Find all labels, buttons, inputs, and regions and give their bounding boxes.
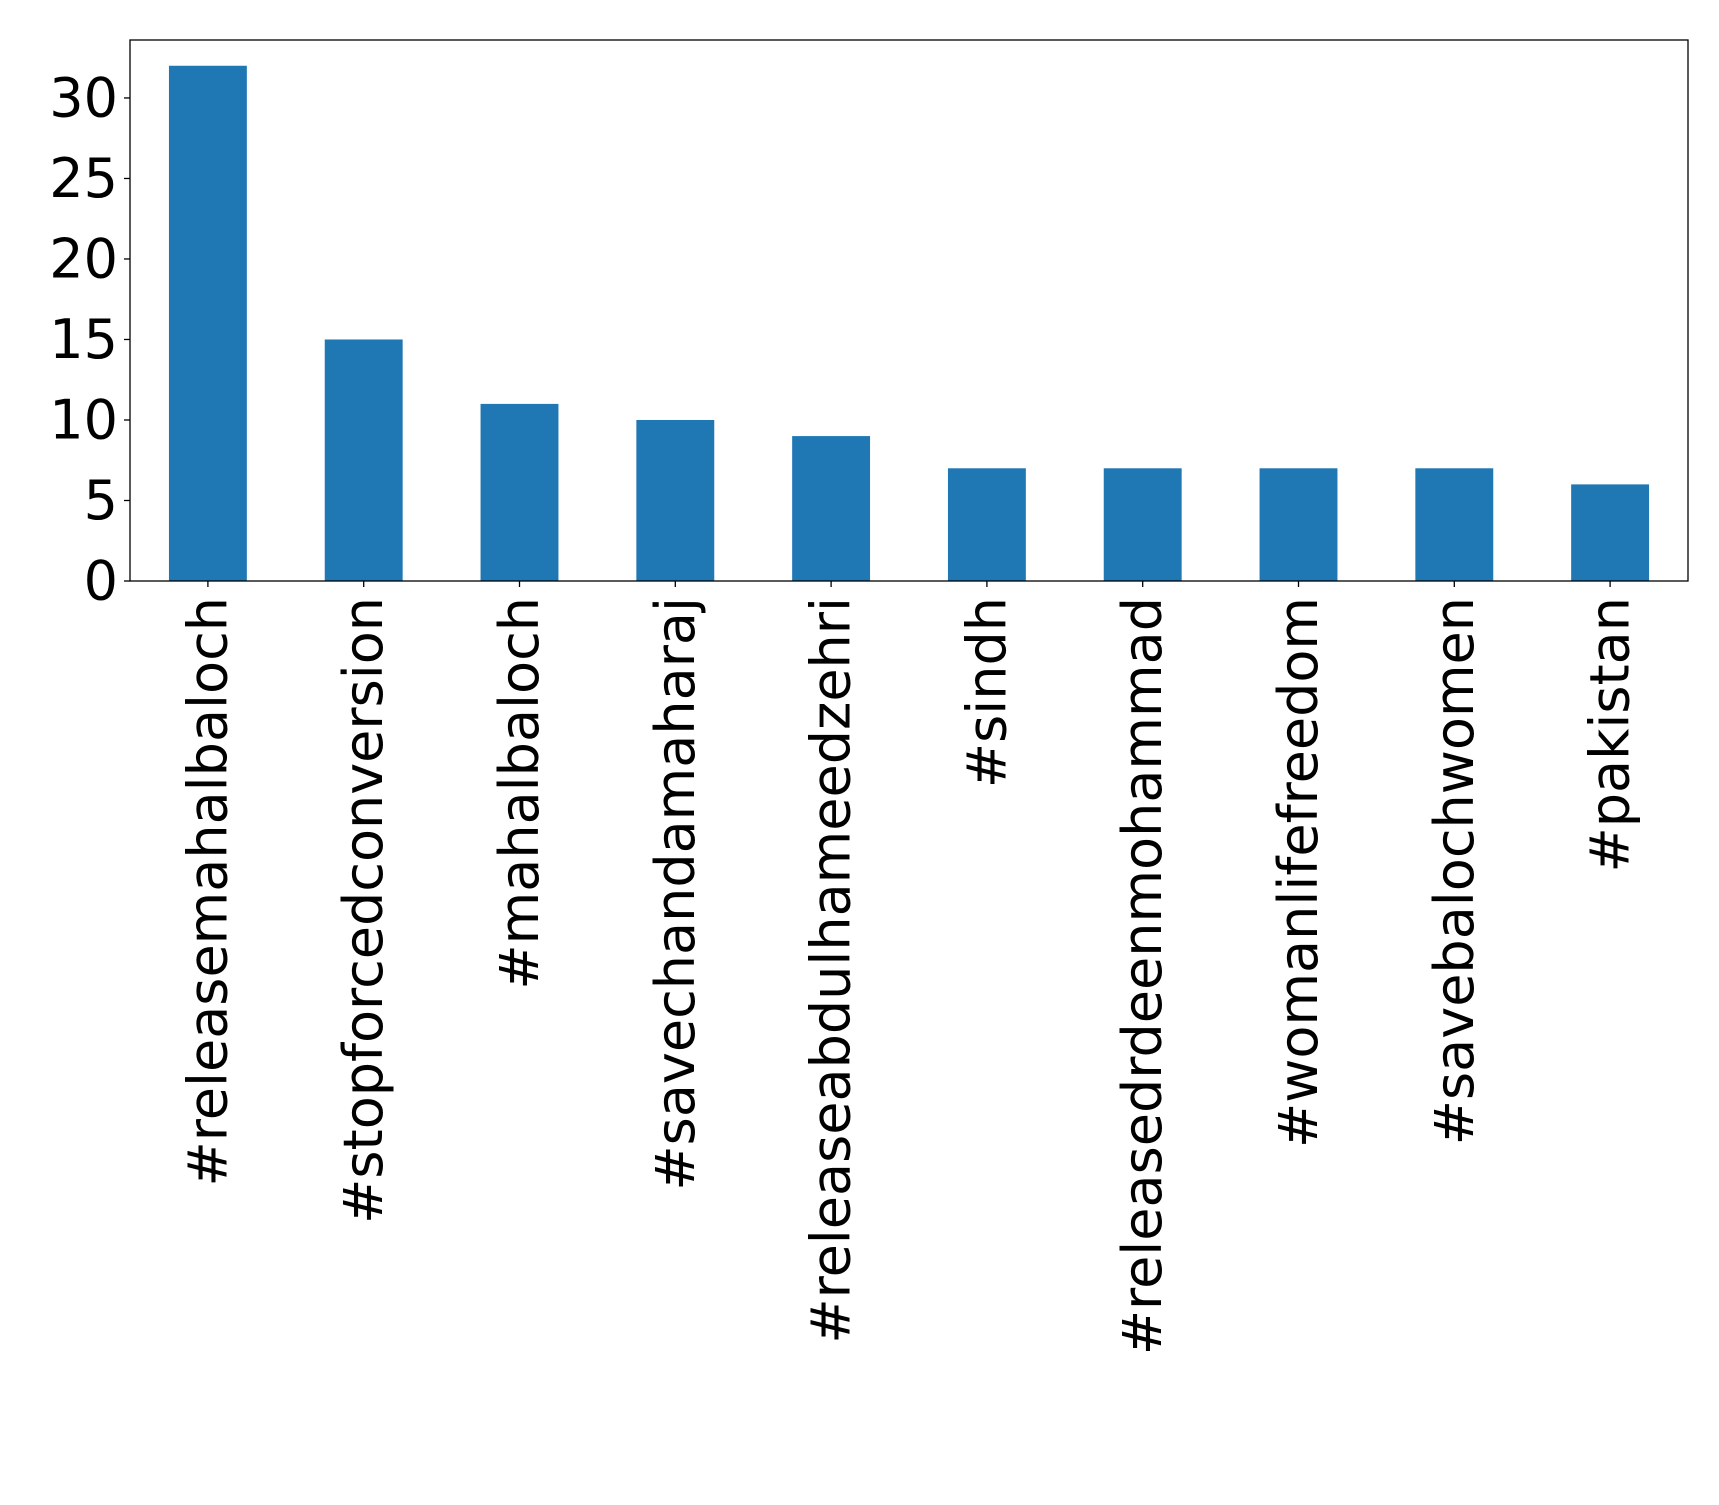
x-tick-label: #stopforcedconversion xyxy=(332,597,395,1224)
x-axis: #releasemahalbaloch #stopforcedconversion… xyxy=(176,581,1642,1355)
y-tick-label: 0 xyxy=(84,550,118,613)
y-tick-label: 30 xyxy=(49,66,118,129)
y-tick-label: 20 xyxy=(49,227,118,290)
x-tick-label: #releasemahalbaloch xyxy=(176,597,239,1187)
x-tick-label: #sindh xyxy=(955,597,1018,788)
bar xyxy=(480,403,559,581)
x-tick-label: #releaseabdulhameedzehri xyxy=(800,597,863,1344)
y-tick-label: 5 xyxy=(84,469,118,532)
y-axis: 0 5 10 15 20 25 30 xyxy=(49,66,130,613)
x-tick-label: #releasedrdeenmohammad xyxy=(1111,597,1174,1355)
bar xyxy=(792,436,871,581)
y-tick-label: 15 xyxy=(49,308,118,371)
y-tick-label: 10 xyxy=(49,388,118,451)
bar xyxy=(1571,484,1650,581)
x-tick-label: #mahalbaloch xyxy=(488,597,551,990)
x-tick-label: #savechandamaharaj xyxy=(644,597,707,1191)
x-tick-label: #savebalochwomen xyxy=(1423,597,1486,1145)
bar xyxy=(947,468,1026,581)
plot-frame xyxy=(129,39,1689,582)
x-tick-label: #pakistan xyxy=(1579,597,1642,873)
bar xyxy=(168,65,247,581)
bars-group xyxy=(168,65,1650,581)
bar xyxy=(1415,468,1494,581)
bar xyxy=(1259,468,1338,581)
y-tick-label: 25 xyxy=(49,147,118,210)
bar xyxy=(1103,468,1182,581)
x-tick-label: #womanlifefreedom xyxy=(1267,597,1330,1148)
bar xyxy=(636,419,715,581)
bar xyxy=(324,339,403,581)
